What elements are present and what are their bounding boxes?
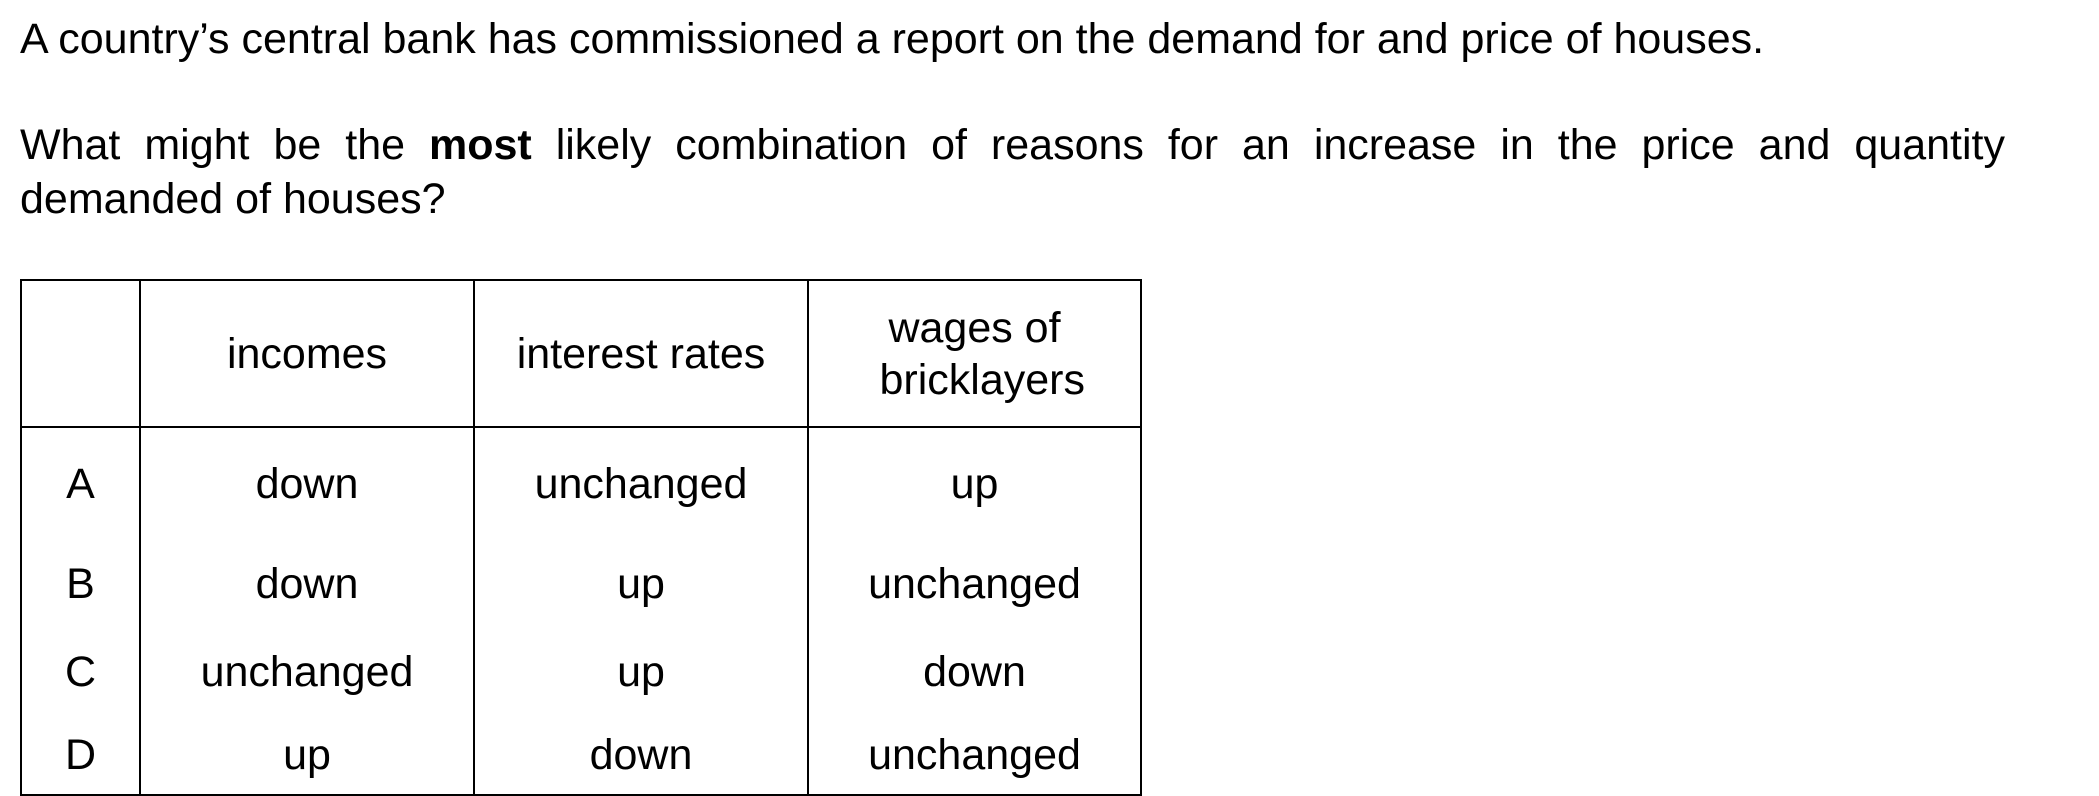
table-row: D up down unchanged — [20, 716, 1142, 796]
cell-wages: unchanged — [807, 540, 1142, 628]
question-text-start: What might be the — [20, 121, 429, 169]
option-key-c: C — [20, 628, 141, 716]
cell-incomes: unchanged — [139, 628, 475, 716]
table-row: A down unchanged up — [20, 427, 1142, 540]
table-row: B down up unchanged — [20, 540, 1142, 628]
table-header-row: incomes interest rates wages of bricklay… — [20, 279, 1142, 428]
header-wages-label: wages of bricklayers — [879, 303, 1086, 404]
options-table: incomes interest rates wages of bricklay… — [20, 279, 1142, 796]
question-text-end: likely combination of reasons for an inc… — [20, 121, 2005, 223]
cell-incomes: down — [139, 427, 475, 540]
header-interest-rates: interest rates — [473, 279, 809, 428]
cell-incomes: up — [139, 716, 475, 796]
cell-wages: up — [807, 427, 1142, 540]
cell-incomes: down — [139, 540, 475, 628]
intro-text: A country’s central bank has commissione… — [20, 15, 1765, 63]
question-emphasis: most — [429, 121, 532, 169]
question-text: What might be the most likely combinatio… — [20, 118, 2005, 226]
cell-interest-rates: up — [473, 540, 809, 628]
cell-wages: unchanged — [807, 716, 1142, 796]
option-key-b: B — [20, 540, 141, 628]
table-row: C unchanged up down — [20, 628, 1142, 716]
option-key-d: D — [20, 716, 141, 796]
header-option-key — [20, 279, 141, 428]
cell-wages: down — [807, 628, 1142, 716]
cell-interest-rates: up — [473, 628, 809, 716]
option-key-a: A — [20, 427, 141, 540]
cell-interest-rates: down — [473, 716, 809, 796]
header-wages-of-bricklayers: wages of bricklayers — [807, 279, 1142, 428]
cell-interest-rates: unchanged — [473, 427, 809, 540]
header-incomes: incomes — [139, 279, 475, 428]
